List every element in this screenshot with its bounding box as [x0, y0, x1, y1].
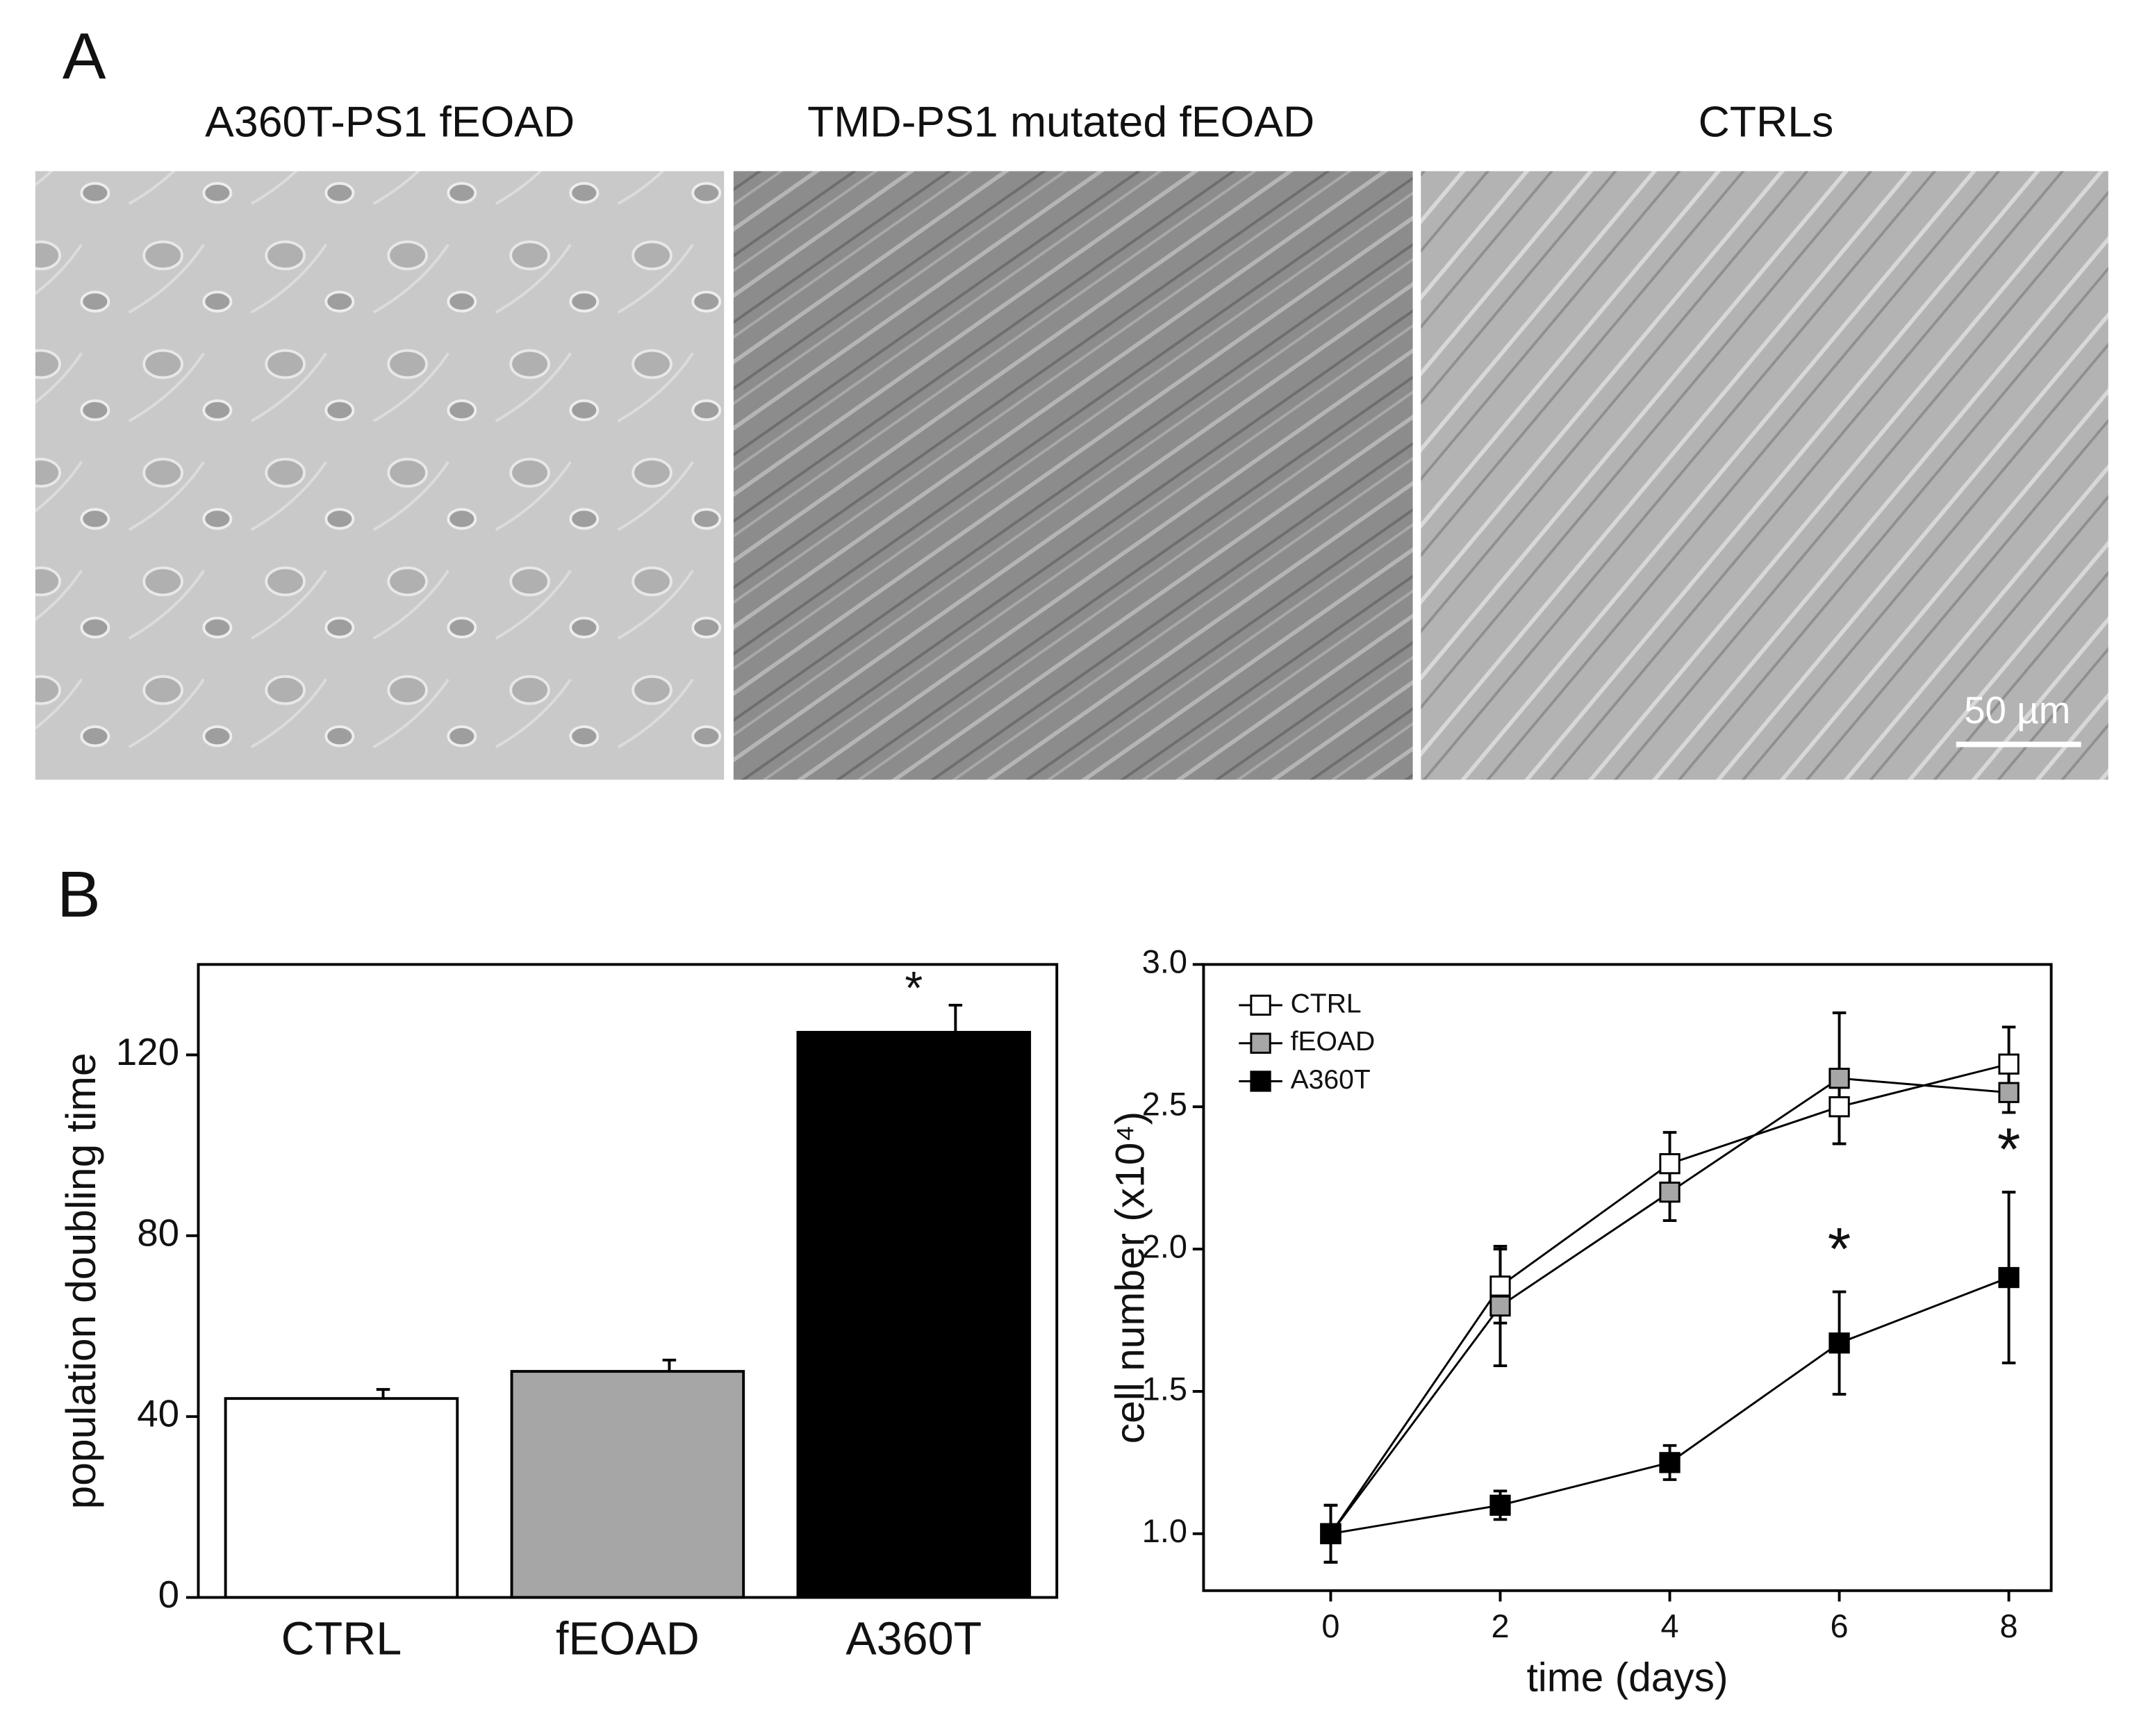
marker — [1828, 1068, 1850, 1089]
marker — [1320, 1523, 1341, 1544]
plot-frame — [197, 963, 1059, 1599]
marker — [1489, 1494, 1511, 1516]
series-line — [1330, 1276, 2010, 1535]
annotation: * — [905, 963, 923, 1014]
marker — [1998, 1053, 2020, 1075]
legend-label: CTRL — [1291, 989, 1362, 1018]
x-tick-label: CTRL — [281, 1614, 402, 1665]
scale-bar-label: 50 µm — [1964, 688, 2070, 731]
marker — [1489, 1295, 1511, 1317]
y-tick-label: 1.0 — [1142, 1513, 1187, 1549]
legend-label: A360T — [1291, 1065, 1371, 1095]
marker — [1828, 1096, 1850, 1118]
marker — [1659, 1152, 1681, 1175]
y-tick-label: 3.0 — [1142, 944, 1187, 980]
y-axis-label: population doubling time — [57, 1052, 104, 1509]
bar — [510, 1370, 745, 1599]
plot-frame — [1202, 963, 2053, 1592]
legend-marker — [1250, 1070, 1271, 1092]
x-tick-label: 6 — [1831, 1608, 1849, 1644]
x-axis-label: time (days) — [1526, 1655, 1728, 1700]
image-title: TMD-PS1 mutated fEOAD — [807, 97, 1314, 146]
y-tick-label: 0 — [158, 1573, 179, 1616]
x-tick-label: A360T — [845, 1614, 982, 1665]
marker — [1998, 1082, 2020, 1103]
bar — [796, 1031, 1032, 1599]
marker — [1828, 1332, 1850, 1354]
micrograph — [733, 171, 1413, 780]
bar — [224, 1397, 459, 1599]
marker — [1489, 1275, 1511, 1297]
x-tick-label: fEOAD — [556, 1614, 700, 1665]
x-tick-label: 8 — [2000, 1608, 2018, 1644]
x-tick-label: 0 — [1321, 1608, 1339, 1644]
y-tick-label: 40 — [137, 1392, 179, 1435]
x-tick-label: 4 — [1660, 1608, 1678, 1644]
y-tick-label: 120 — [116, 1030, 179, 1073]
legend-marker — [1250, 994, 1271, 1016]
marker — [1998, 1266, 2020, 1289]
y-tick-label: 1.5 — [1142, 1371, 1187, 1407]
micrograph — [35, 171, 725, 780]
image-title: A360T-PS1 fEOAD — [205, 97, 575, 146]
micrograph — [1421, 171, 2108, 780]
annotation: * — [1828, 1216, 1851, 1282]
legend-label: fEOAD — [1291, 1027, 1376, 1057]
x-tick-label: 2 — [1491, 1608, 1509, 1644]
image-title: CTRLs — [1699, 97, 1834, 146]
annotation: * — [1997, 1116, 2020, 1183]
y-tick-label: 80 — [137, 1211, 179, 1254]
legend-marker — [1250, 1032, 1271, 1054]
y-tick-label: 2.5 — [1142, 1086, 1187, 1123]
marker — [1659, 1452, 1681, 1473]
marker — [1659, 1181, 1681, 1203]
panel-label: A — [63, 19, 106, 92]
y-tick-label: 2.0 — [1142, 1228, 1187, 1264]
y-axis-label: cell number (x10⁴) — [1107, 1111, 1153, 1444]
panel-label: B — [57, 857, 101, 930]
